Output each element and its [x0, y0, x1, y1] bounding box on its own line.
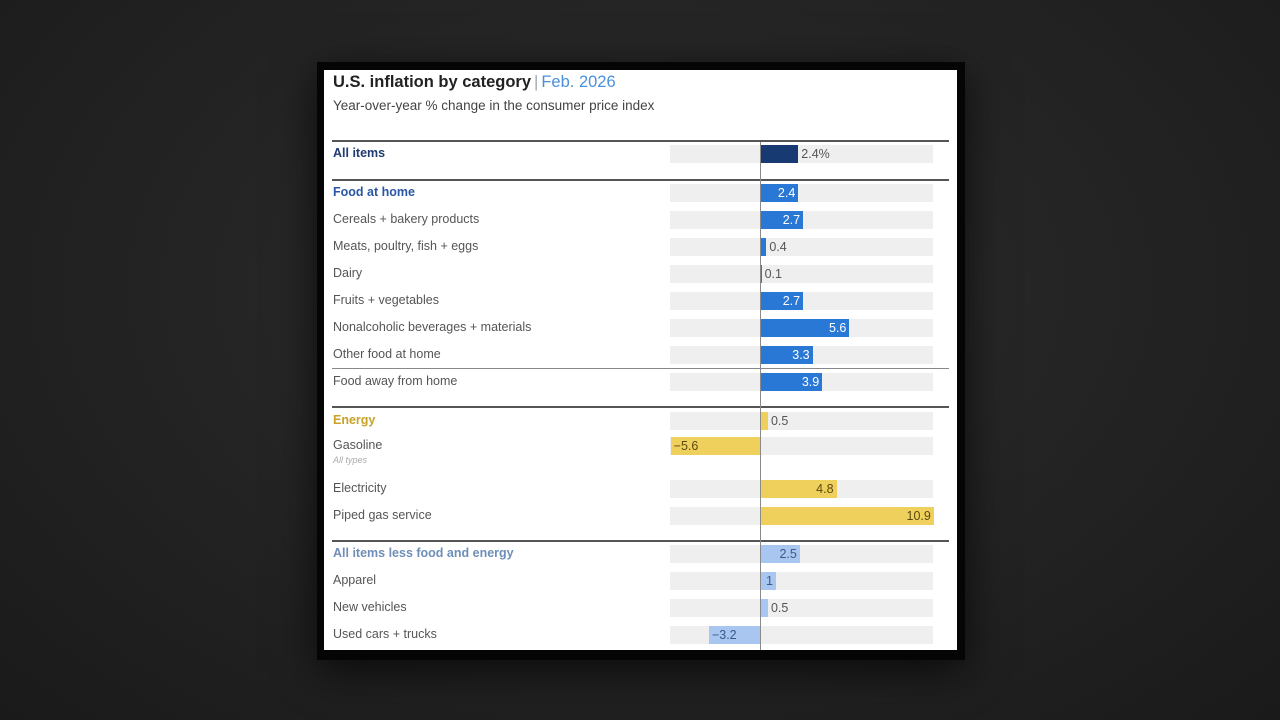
- chart-row: Food at home 2.4: [324, 183, 957, 203]
- title-text: U.S. inflation by category: [333, 73, 532, 91]
- value-label: 0.4: [769, 240, 787, 254]
- bar: [760, 572, 776, 590]
- chart-row: Used cars + trucks −3.2: [324, 625, 957, 645]
- value-label: −5.6: [673, 439, 699, 453]
- bar-track: 2.4: [670, 184, 933, 202]
- category-label: Other food at home: [333, 347, 441, 361]
- bar: [760, 507, 934, 525]
- chart-title: U.S. inflation by category | Feb. 2026: [333, 73, 616, 92]
- value-label: 2.4: [777, 186, 796, 200]
- category-sublabel: All types: [333, 455, 368, 465]
- bar: [760, 145, 799, 163]
- bar-track: 5.6: [670, 319, 933, 337]
- title-date: Feb. 2026: [541, 73, 616, 91]
- chart-row: Gasoline All types −5.6: [324, 436, 957, 465]
- chart-row: Meats, poultry, fish + eggs 0.4: [324, 237, 957, 257]
- value-label: 2.4%: [801, 147, 830, 161]
- section-rule: [332, 179, 949, 181]
- chart-row: New vehicles 0.5: [324, 598, 957, 618]
- category-label: Apparel: [333, 573, 377, 587]
- chart-row: Other food at home 3.3: [324, 345, 957, 365]
- bar-track: 10.9: [670, 507, 934, 525]
- bar-track: 1: [670, 572, 933, 590]
- bar: [760, 412, 768, 430]
- value-label: 2.7: [782, 213, 801, 227]
- bar-track: 3.3: [670, 346, 933, 364]
- category-label: Cereals + bakery products: [333, 212, 480, 226]
- bar-track: −3.2: [670, 626, 933, 644]
- category-label: Nonalcoholic beverages + materials: [333, 320, 532, 334]
- bar-track: 2.5: [670, 545, 933, 563]
- category-label: Electricity: [333, 481, 387, 495]
- category-label: All items less food and energy: [333, 546, 514, 560]
- chart-row: Dairy 0.1: [324, 264, 957, 284]
- chart-row: All items 2.4%: [324, 144, 957, 164]
- zero-axis: [760, 142, 761, 650]
- bar-track: 2.7: [670, 292, 933, 310]
- value-label: 3.3: [792, 348, 810, 362]
- chart-row: All items less food and energy 2.5: [324, 544, 957, 564]
- category-label: Meats, poultry, fish + eggs: [333, 239, 479, 253]
- bar: [760, 184, 799, 202]
- category-label: Used cars + trucks: [333, 627, 437, 641]
- bar: [670, 437, 760, 455]
- category-label: Fruits + vegetables: [333, 293, 439, 307]
- bar-track: 4.8: [670, 480, 933, 498]
- bar: [760, 319, 850, 337]
- value-label: 0.5: [770, 414, 789, 428]
- value-label: 3.9: [801, 375, 820, 389]
- category-label: Food at home: [333, 185, 415, 199]
- chart-row: Energy 0.5: [324, 411, 957, 431]
- chart-panel: U.S. inflation by category | Feb. 2026 Yea…: [324, 70, 957, 650]
- subsection-rule: [332, 368, 949, 369]
- bar: [760, 238, 767, 256]
- category-label: Food away from home: [333, 374, 458, 388]
- bar-track: 0.5: [670, 599, 933, 617]
- value-label: 4.8: [816, 482, 834, 496]
- bar-track: 0.1: [670, 265, 933, 283]
- chart-row: Electricity 4.8: [324, 479, 957, 499]
- bar-track: −5.6: [670, 437, 933, 455]
- bar-track: 2.7: [670, 211, 933, 229]
- value-label: 5.6: [828, 321, 847, 335]
- bar-track: 0.5: [670, 412, 933, 430]
- bar: [760, 211, 804, 229]
- section-rule: [332, 140, 949, 142]
- bar: [760, 545, 800, 563]
- category-label: New vehicles: [333, 600, 407, 614]
- chart-row: Nonalcoholic beverages + materials 5.6: [324, 318, 957, 338]
- value-label: 10.9: [906, 509, 931, 523]
- bar: [708, 626, 760, 644]
- value-label: 2.5: [779, 547, 797, 561]
- category-label: Gasoline: [333, 438, 383, 452]
- value-label: 1: [766, 574, 773, 588]
- section-rule: [332, 406, 949, 408]
- value-label: 2.7: [782, 294, 801, 308]
- value-label: 0.1: [764, 267, 782, 281]
- bar-track: 2.4%: [670, 145, 933, 163]
- bar: [760, 599, 768, 617]
- section-rule: [332, 540, 949, 542]
- title-separator: |: [534, 73, 539, 91]
- category-label: Dairy: [333, 266, 363, 280]
- value-label: −3.2: [711, 628, 737, 642]
- chart-row: Fruits + vegetables 2.7: [324, 291, 957, 311]
- bar: [760, 480, 837, 498]
- chart-row: Piped gas service 10.9: [324, 506, 957, 526]
- chart-row: Food away from home 3.9: [324, 372, 957, 392]
- chart-subtitle: Year-over-year % change in the consumer …: [333, 98, 655, 113]
- bar: [760, 292, 804, 310]
- category-label: Energy: [333, 413, 376, 427]
- bar-track: 3.9: [670, 373, 933, 391]
- bar: [760, 373, 823, 391]
- category-label: All items: [333, 146, 386, 160]
- value-label: 0.5: [770, 601, 789, 615]
- category-label: Piped gas service: [333, 508, 432, 522]
- bar-track: 0.4: [670, 238, 933, 256]
- chart-row: Apparel 1: [324, 571, 957, 591]
- bar: [760, 346, 813, 364]
- chart-row: Cereals + bakery products 2.7: [324, 210, 957, 230]
